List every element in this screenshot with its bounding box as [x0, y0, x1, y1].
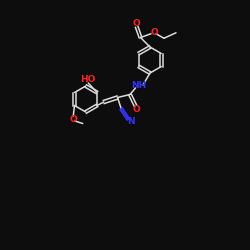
Text: N: N	[127, 117, 134, 126]
Text: O: O	[132, 104, 140, 114]
Text: NH: NH	[131, 81, 146, 90]
Text: O: O	[133, 19, 140, 28]
Text: HO: HO	[80, 75, 96, 84]
Text: O: O	[150, 28, 158, 37]
Text: O: O	[70, 115, 77, 124]
